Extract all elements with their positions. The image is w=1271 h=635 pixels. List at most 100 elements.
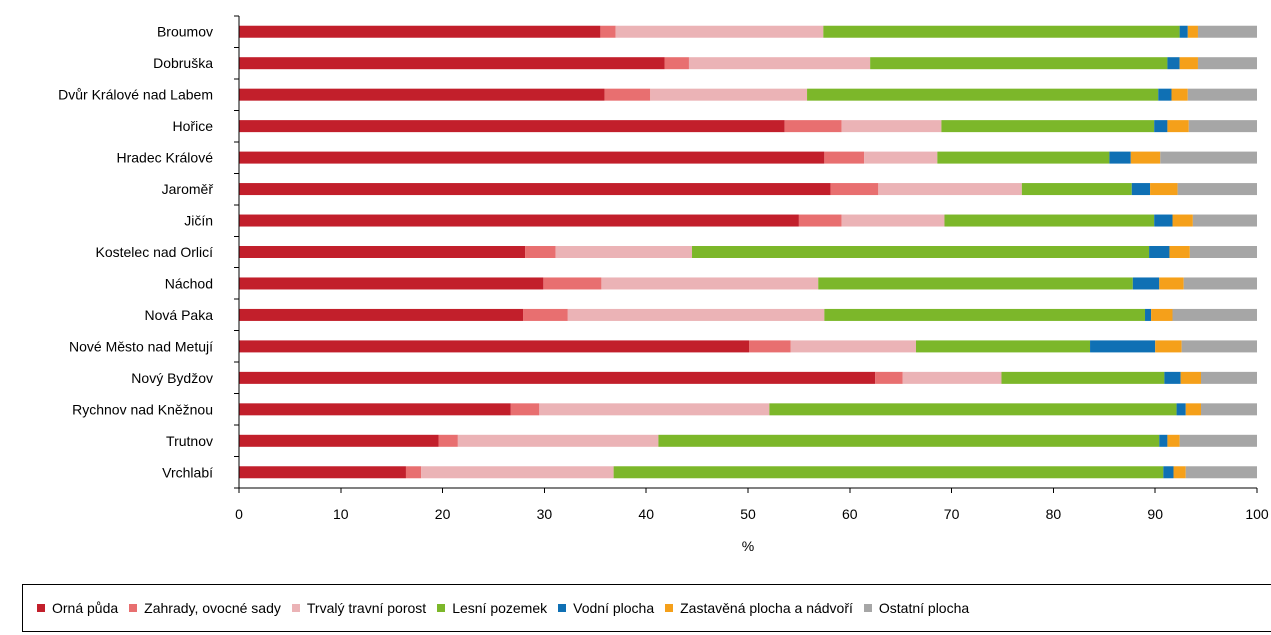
axes-group bbox=[234, 15, 1258, 493]
x-tick-label: 70 bbox=[944, 506, 960, 522]
bar-segment bbox=[1185, 403, 1202, 416]
bar-segment bbox=[915, 340, 1091, 353]
bar-segment bbox=[1177, 183, 1257, 196]
bar-segment bbox=[239, 25, 601, 38]
bar-segment bbox=[1185, 466, 1257, 479]
bar-segment bbox=[1167, 57, 1180, 70]
bar-segment bbox=[1197, 57, 1257, 70]
legend-item: Zahrady, ovocné sady bbox=[129, 600, 281, 616]
category-label: Nová Paka bbox=[145, 307, 214, 323]
bar-segment bbox=[1187, 25, 1198, 38]
legend-item: Orná půda bbox=[37, 600, 118, 616]
bar-segment bbox=[613, 466, 1164, 479]
bar-segment bbox=[239, 277, 544, 290]
legend-item: Zastavěná plocha a nádvoří bbox=[665, 600, 853, 616]
bar-segment bbox=[818, 277, 1133, 290]
bar-segment bbox=[1173, 466, 1186, 479]
bar-segment bbox=[1179, 434, 1257, 447]
category-label: Kostelec nad Orlicí bbox=[96, 244, 214, 260]
bar-segment bbox=[1179, 25, 1188, 38]
bar-segment bbox=[1164, 371, 1181, 384]
category-label: Dvůr Králové nad Labem bbox=[58, 87, 213, 103]
bar-segment bbox=[438, 434, 458, 447]
bar-segment bbox=[1151, 308, 1173, 321]
legend-item: Trvalý travní porost bbox=[291, 600, 426, 616]
bar-segment bbox=[604, 88, 651, 101]
bar-segment bbox=[1132, 277, 1160, 290]
bar-segment bbox=[790, 340, 916, 353]
bar-segment bbox=[658, 434, 1160, 447]
bar-segment bbox=[875, 371, 903, 384]
bar-segment bbox=[239, 214, 799, 227]
category-label: Hořice bbox=[173, 118, 214, 134]
bar-segment bbox=[798, 214, 842, 227]
bar-segment bbox=[688, 57, 871, 70]
x-tick-label: 100 bbox=[1245, 506, 1269, 522]
x-tick-label: 30 bbox=[537, 506, 553, 522]
stacked-bar-chart: Broumov Dobruška Dvůr Králové nad Labem Hoř… bbox=[58, 15, 1269, 554]
bar-segment bbox=[841, 120, 942, 133]
bar-segment bbox=[1176, 403, 1186, 416]
x-tick-label: 20 bbox=[435, 506, 451, 522]
legend: Orná půda Zahrady, ovocné sady Trvalý trav… bbox=[22, 584, 1271, 632]
bar-segment bbox=[1172, 214, 1193, 227]
legend-item: Ostatní plocha bbox=[863, 600, 970, 616]
bar-segment bbox=[1160, 151, 1257, 164]
bar-segment bbox=[937, 151, 1110, 164]
bar-segment bbox=[239, 151, 825, 164]
bar-segment bbox=[878, 183, 1022, 196]
bar-segment bbox=[1163, 466, 1174, 479]
bar-segment bbox=[1171, 88, 1188, 101]
legend-label: Ostatní plocha bbox=[878, 600, 970, 616]
bar-segment bbox=[1021, 183, 1132, 196]
bar-segment bbox=[749, 340, 791, 353]
bar-segment bbox=[902, 371, 1002, 384]
legend-item: Lesní pozemek bbox=[437, 600, 547, 616]
category-label: Dobruška bbox=[153, 55, 213, 71]
bar-segment bbox=[1197, 25, 1257, 38]
x-tick-label: 80 bbox=[1046, 506, 1062, 522]
category-label: Náchod bbox=[165, 275, 213, 291]
category-label: Trutnov bbox=[166, 433, 213, 449]
bar-segment bbox=[824, 308, 1146, 321]
bar-segment bbox=[870, 57, 1168, 70]
category-label: Jaroměř bbox=[162, 181, 214, 197]
bar-segment bbox=[1183, 277, 1257, 290]
bar-segment bbox=[1181, 340, 1257, 353]
bar-segment bbox=[600, 25, 616, 38]
bar-segment bbox=[1130, 151, 1161, 164]
bar-segment bbox=[941, 120, 1155, 133]
x-tick-label: 60 bbox=[842, 506, 858, 522]
legend-label: Zahrady, ovocné sady bbox=[144, 600, 281, 616]
bar-segment bbox=[1180, 371, 1202, 384]
legend-swatch bbox=[291, 604, 300, 612]
bars-group bbox=[239, 25, 1257, 479]
bar-segment bbox=[1149, 246, 1170, 258]
bar-segment bbox=[1167, 120, 1189, 133]
category-label: Broumov bbox=[157, 24, 213, 40]
bar-segment bbox=[457, 434, 659, 447]
bar-segment bbox=[510, 403, 540, 416]
x-tick-label: 0 bbox=[235, 506, 243, 522]
bar-segment bbox=[1192, 214, 1257, 227]
bar-segment bbox=[239, 466, 406, 479]
legend-item: Vodní plocha bbox=[558, 600, 654, 616]
bar-segment bbox=[539, 403, 770, 416]
bar-segment bbox=[1201, 403, 1257, 416]
bar-segment bbox=[1150, 183, 1178, 196]
x-axis-title: % bbox=[742, 538, 754, 554]
bar-segment bbox=[830, 183, 879, 196]
bar-segment bbox=[841, 214, 945, 227]
bar-segment bbox=[239, 120, 785, 133]
bar-segment bbox=[421, 466, 614, 479]
x-tick-label: 40 bbox=[638, 506, 654, 522]
legend-label: Vodní plocha bbox=[573, 600, 655, 616]
category-label: Hradec Králové bbox=[117, 150, 214, 166]
bar-segment bbox=[1154, 120, 1168, 133]
bar-segment bbox=[567, 308, 825, 321]
legend-swatch bbox=[558, 604, 567, 612]
bar-segment bbox=[555, 246, 693, 258]
bar-segment bbox=[1187, 88, 1257, 101]
bar-segment bbox=[405, 466, 422, 479]
bar-segment bbox=[1179, 57, 1198, 70]
